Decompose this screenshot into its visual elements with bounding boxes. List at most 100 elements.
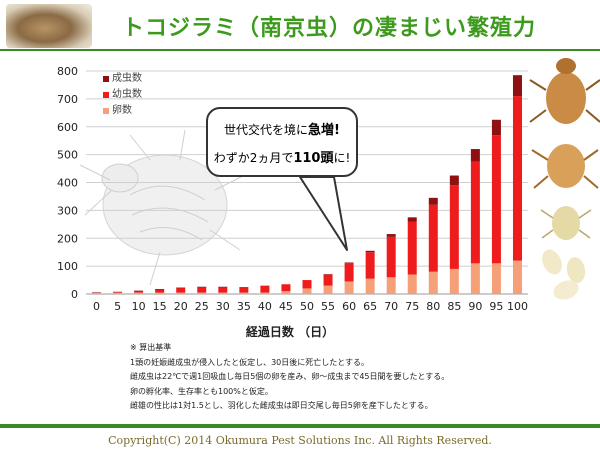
nymph-segment bbox=[176, 287, 186, 293]
x-tick-label: 85 bbox=[447, 300, 461, 313]
x-tick-label: 75 bbox=[405, 300, 419, 313]
bars bbox=[92, 75, 522, 294]
x-tick-label: 20 bbox=[174, 300, 188, 313]
egg-segment bbox=[197, 292, 207, 294]
notes-line: 雌成虫は22℃で週1回吸血し毎日5個の卵を産み、卵～成虫まで45日間を要したとす… bbox=[130, 372, 450, 381]
legend-item: 幼虫数 bbox=[103, 87, 142, 103]
y-tick-label: 800 bbox=[57, 65, 78, 78]
egg-segment bbox=[281, 291, 291, 294]
notes-line: 雌雄の性比は1対1.5とし、羽化した雌成虫は即日交尾し毎日5卵を産下したとする。 bbox=[130, 401, 433, 410]
legend-label: 卵数 bbox=[112, 105, 132, 116]
adult-segment bbox=[113, 291, 123, 293]
egg-segment bbox=[323, 285, 333, 294]
nymph-segment bbox=[134, 290, 144, 293]
legend-label: 成虫数 bbox=[112, 73, 142, 84]
y-tick-label: 700 bbox=[57, 93, 78, 106]
x-tick-label: 70 bbox=[384, 300, 398, 313]
x-tick-label: 5 bbox=[114, 300, 121, 313]
legend-item: 卵数 bbox=[103, 103, 142, 119]
egg-segment bbox=[365, 278, 375, 294]
chart-legend: 成虫数 幼虫数 卵数 bbox=[103, 71, 142, 119]
y-tick-label: 0 bbox=[71, 288, 78, 301]
x-tick-label: 95 bbox=[489, 300, 503, 313]
egg-segment bbox=[407, 274, 417, 294]
adult-segment bbox=[218, 286, 228, 288]
right-illustrations bbox=[529, 58, 600, 300]
adult-segment bbox=[344, 262, 354, 264]
calculation-notes: ※ 算出基準 1頭の妊娠雌成虫が侵入したと仮定し、30日後に死亡したとする。 雌… bbox=[130, 341, 449, 414]
chart: 0 100 200 300 400 500 600 700 800 0 5 10 15 20 25 30 35… bbox=[57, 58, 600, 339]
callout-line-1: 世代交代を境に急増! bbox=[224, 123, 340, 138]
adult-segment bbox=[92, 292, 102, 293]
egg-segment bbox=[155, 292, 165, 294]
nymph-segment bbox=[323, 274, 333, 286]
x-tick-label: 90 bbox=[468, 300, 482, 313]
egg-segment bbox=[428, 271, 438, 294]
header: トコジラミ（南京虫）の凄まじい繁殖力 bbox=[0, 0, 600, 52]
bedbug-sketch bbox=[79, 129, 246, 286]
adult-segment bbox=[134, 290, 144, 292]
legend-item: 成虫数 bbox=[103, 71, 142, 87]
egg-segment bbox=[176, 292, 186, 294]
egg-segment bbox=[386, 277, 396, 294]
legend-swatch bbox=[103, 92, 109, 98]
egg-segment bbox=[344, 281, 354, 294]
x-tick-label: 0 bbox=[93, 300, 100, 313]
x-axis-title: 経過日数 （日） bbox=[246, 324, 334, 339]
x-tick-label: 40 bbox=[258, 300, 272, 313]
x-tick-label: 10 bbox=[132, 300, 146, 313]
adult-segment bbox=[407, 217, 417, 222]
y-tick-label: 500 bbox=[57, 149, 78, 162]
x-axis-ticks: 0 5 10 15 20 25 30 35 40 45 50 55 60 65 70 75 80 85 90 95 10… bbox=[93, 300, 528, 313]
callout-pointer bbox=[299, 176, 348, 251]
adult-segment bbox=[428, 197, 438, 205]
adult-segment bbox=[323, 274, 333, 275]
nymph-segment bbox=[365, 252, 375, 279]
x-tick-label: 35 bbox=[237, 300, 251, 313]
nymph-segment bbox=[281, 284, 291, 292]
nymph-segment bbox=[155, 289, 165, 293]
x-tick-label: 30 bbox=[216, 300, 230, 313]
nymph-segment bbox=[407, 221, 417, 275]
eggs-icon bbox=[542, 249, 586, 300]
adult-segment bbox=[176, 287, 186, 289]
nymph-segment bbox=[218, 287, 228, 293]
egg-segment bbox=[470, 263, 480, 294]
x-tick-label: 65 bbox=[363, 300, 377, 313]
egg-segment bbox=[512, 260, 522, 294]
notes-line: 1頭の妊娠雌成虫が侵入したと仮定し、30日後に死亡したとする。 bbox=[130, 357, 370, 367]
nymph-segment bbox=[239, 287, 249, 293]
nymph-segment bbox=[260, 285, 270, 293]
nymph-segment bbox=[470, 161, 480, 264]
copyright: Copyright(C) 2014 Okumura Pest Solutions… bbox=[108, 434, 492, 447]
egg-segment bbox=[449, 268, 459, 294]
nymph-segment bbox=[449, 185, 459, 269]
legend-swatch bbox=[103, 108, 109, 114]
y-tick-label: 400 bbox=[57, 177, 78, 190]
header-divider bbox=[0, 49, 600, 51]
bedbug-photo bbox=[6, 4, 92, 48]
egg-segment bbox=[260, 292, 270, 294]
nymph-segment bbox=[344, 263, 354, 282]
nymph-segment bbox=[512, 96, 522, 261]
adult-segment bbox=[491, 119, 501, 136]
x-tick-label: 55 bbox=[321, 300, 335, 313]
adult-segment bbox=[449, 175, 459, 186]
notes-line: 卵の孵化率、生存率とも100%と仮定。 bbox=[130, 386, 273, 396]
x-tick-label: 100 bbox=[507, 300, 528, 313]
nymph-segment bbox=[197, 287, 207, 293]
egg-segment bbox=[134, 292, 144, 294]
egg-segment bbox=[302, 288, 312, 294]
y-tick-label: 600 bbox=[57, 121, 78, 134]
adult-segment bbox=[155, 288, 165, 290]
callout-box: 世代交代を境に急増! わずか2ヵ月で110頭に! bbox=[206, 107, 358, 177]
adult-segment bbox=[386, 234, 396, 237]
y-axis-ticks: 0 100 200 300 400 500 600 700 800 bbox=[57, 65, 78, 301]
legend-label: 幼虫数 bbox=[112, 89, 142, 100]
x-tick-label: 80 bbox=[426, 300, 440, 313]
adult-segment bbox=[197, 286, 207, 288]
egg-segment bbox=[218, 292, 228, 294]
nymph-segment bbox=[113, 292, 123, 293]
y-tick-label: 200 bbox=[57, 232, 78, 245]
legend-swatch bbox=[103, 76, 109, 82]
